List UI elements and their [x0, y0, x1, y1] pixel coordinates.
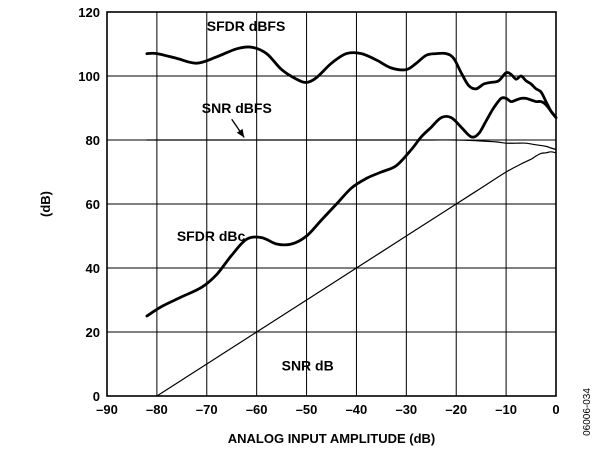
line-snr-dbfs — [146, 139, 557, 151]
y-axis-ticks: 0 20 40 60 80 100 120 — [78, 5, 100, 404]
x-tick-label: –50 — [296, 402, 318, 417]
x-tick-label: –10 — [495, 402, 517, 417]
y-tick-label: 0 — [93, 389, 100, 404]
y-tick-label: 40 — [86, 261, 100, 276]
x-axis-ticks: –90 –80 –70 –60 –50 –40 –30 –20 –10 0 — [96, 402, 559, 417]
line-sfdr-dbfs — [145, 45, 558, 119]
series-lines — [145, 45, 558, 397]
line-sfdr-dbc — [145, 96, 558, 318]
y-tick-label: 100 — [78, 69, 100, 84]
x-tick-label: –60 — [246, 402, 268, 417]
label-sfdr-dbfs: SFDR dBFS — [207, 18, 286, 34]
plot-frame — [106, 11, 557, 397]
label-snr-db: SNR dB — [282, 357, 334, 373]
x-tick-label: –80 — [146, 402, 168, 417]
x-tick-label: –40 — [346, 402, 368, 417]
x-tick-label: –70 — [196, 402, 218, 417]
y-axis-title: (dB) — [38, 191, 53, 217]
y-tick-label: 120 — [78, 5, 100, 20]
y-tick-label: 20 — [86, 325, 100, 340]
label-snr-dbfs: SNR dBFS — [202, 100, 272, 116]
x-tick-label: –90 — [96, 402, 118, 417]
grid — [107, 12, 556, 396]
y-tick-label: 60 — [86, 197, 100, 212]
x-axis-title: ANALOG INPUT AMPLITUDE (dB) — [228, 431, 436, 446]
snr-dbfs-arrowhead — [236, 128, 245, 138]
figure-id: 06006-034 — [582, 388, 593, 436]
line-snr-db — [156, 151, 557, 397]
x-tick-label: 0 — [552, 402, 559, 417]
y-tick-label: 80 — [86, 133, 100, 148]
label-sfdr-dbc: SFDR dBc — [177, 228, 246, 244]
x-tick-label: –20 — [445, 402, 467, 417]
x-tick-label: –30 — [395, 402, 417, 417]
